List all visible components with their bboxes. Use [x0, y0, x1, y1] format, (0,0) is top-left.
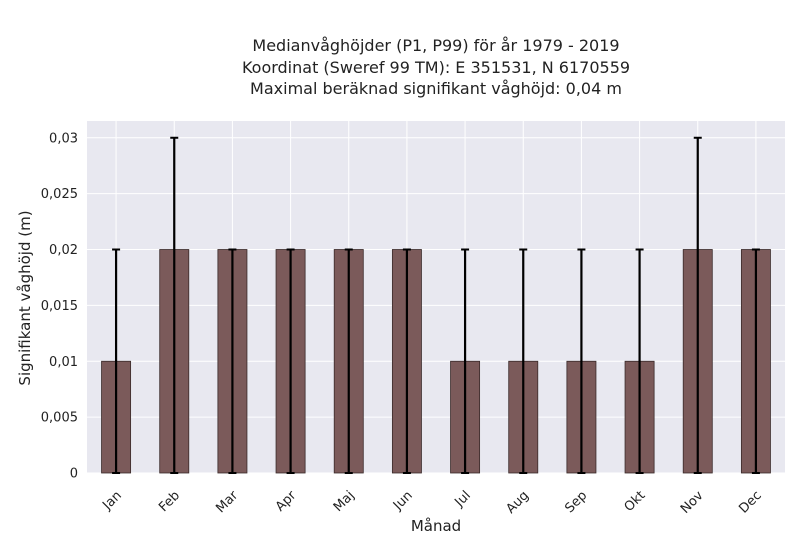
y-tick-label: 0,02: [49, 243, 78, 258]
y-tick-label: 0: [70, 467, 78, 482]
error-bar-jun: [402, 248, 411, 474]
x-axis-ticks: Jan Feb Mar Apr Maj Jun Jul Aug Sep Okt Nov Dec: [99, 488, 764, 517]
x-tick-label-feb: Feb: [156, 488, 183, 515]
error-bar-maj: [344, 248, 353, 474]
x-tick-label-jun: Jun: [390, 488, 416, 514]
y-tick-label: 0,03: [49, 131, 78, 146]
x-tick-label-jan: Jan: [99, 488, 124, 513]
x-tick-label-aug: Aug: [504, 488, 533, 517]
error-bar-feb: [170, 136, 179, 474]
x-tick-label-jul: Jul: [452, 488, 474, 510]
title-line-2: Koordinat (Sweref 99 TM): E 351531, N 61…: [242, 58, 630, 77]
error-bar-aug: [519, 248, 528, 474]
error-bar-mar: [228, 248, 237, 474]
y-axis-ticks: 0 0,005 0,01 0,015 0,02 0,025 0,03: [41, 131, 78, 481]
error-bar-nov: [693, 136, 702, 474]
error-bar-okt: [635, 248, 644, 474]
y-tick-label: 0,015: [41, 299, 78, 314]
y-tick-label: 0,025: [41, 187, 78, 202]
y-tick-label: 0,005: [41, 411, 78, 426]
x-tick-label-nov: Nov: [678, 488, 707, 517]
plot-area: [87, 121, 785, 473]
error-bar-jul: [461, 248, 470, 474]
error-bar-jan: [112, 248, 121, 474]
x-tick-label-maj: Maj: [331, 488, 358, 515]
x-tick-label-dec: Dec: [736, 488, 764, 516]
x-tick-label-sep: Sep: [562, 488, 590, 516]
title-line-1: Medianvåghöjder (P1, P99) för år 1979 - …: [252, 36, 619, 55]
x-axis-label: Månad: [411, 517, 461, 535]
x-tick-label-apr: Apr: [273, 488, 300, 515]
error-bars: [112, 136, 760, 474]
error-bar-apr: [286, 248, 295, 474]
y-tick-label: 0,01: [49, 355, 78, 370]
x-tick-label-mar: Mar: [213, 488, 241, 516]
error-bar-dec: [751, 248, 760, 474]
chart-title: Medianvåghöjder (P1, P99) för år 1979 - …: [242, 36, 630, 98]
title-line-3: Maximal beräknad signifikant våghöjd: 0,…: [250, 79, 622, 98]
y-axis-label: Signifikant våghöjd (m): [16, 210, 34, 385]
x-tick-label-okt: Okt: [622, 488, 649, 515]
error-bar-sep: [577, 248, 586, 474]
